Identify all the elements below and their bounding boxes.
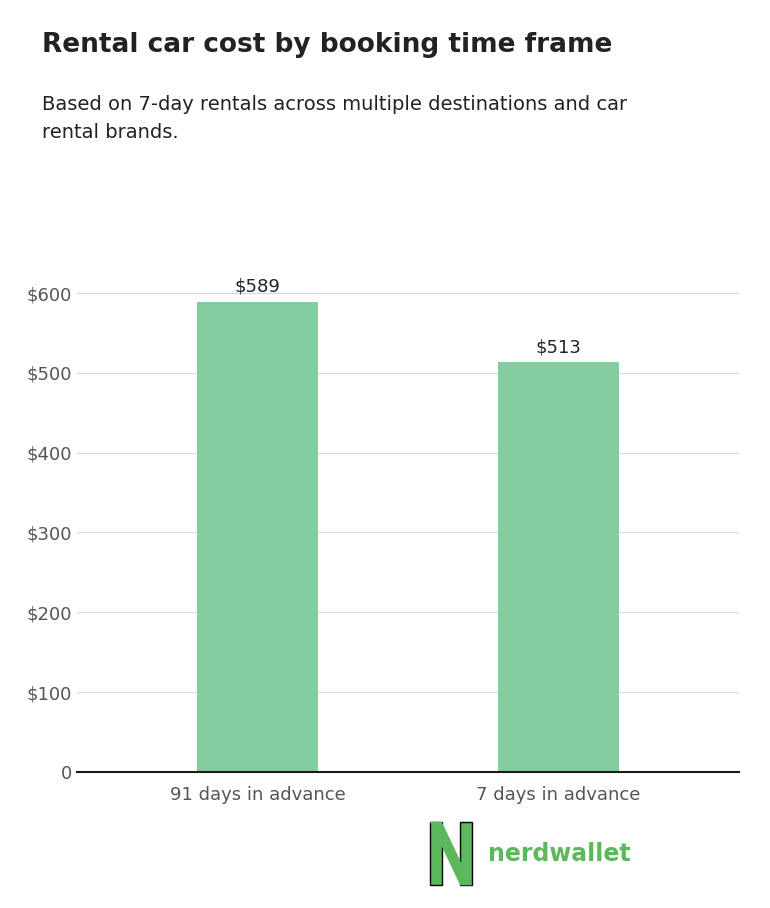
FancyBboxPatch shape [430, 822, 442, 885]
Text: $589: $589 [235, 278, 280, 295]
Text: Rental car cost by booking time frame: Rental car cost by booking time frame [42, 32, 613, 58]
Text: $513: $513 [536, 338, 581, 356]
Text: nerdwallet: nerdwallet [488, 842, 631, 865]
Text: Based on 7-day rentals across multiple destinations and car
rental brands.: Based on 7-day rentals across multiple d… [42, 95, 628, 143]
Polygon shape [430, 822, 472, 885]
FancyBboxPatch shape [460, 822, 472, 885]
Bar [498, 362, 619, 772]
Bar [197, 301, 318, 772]
